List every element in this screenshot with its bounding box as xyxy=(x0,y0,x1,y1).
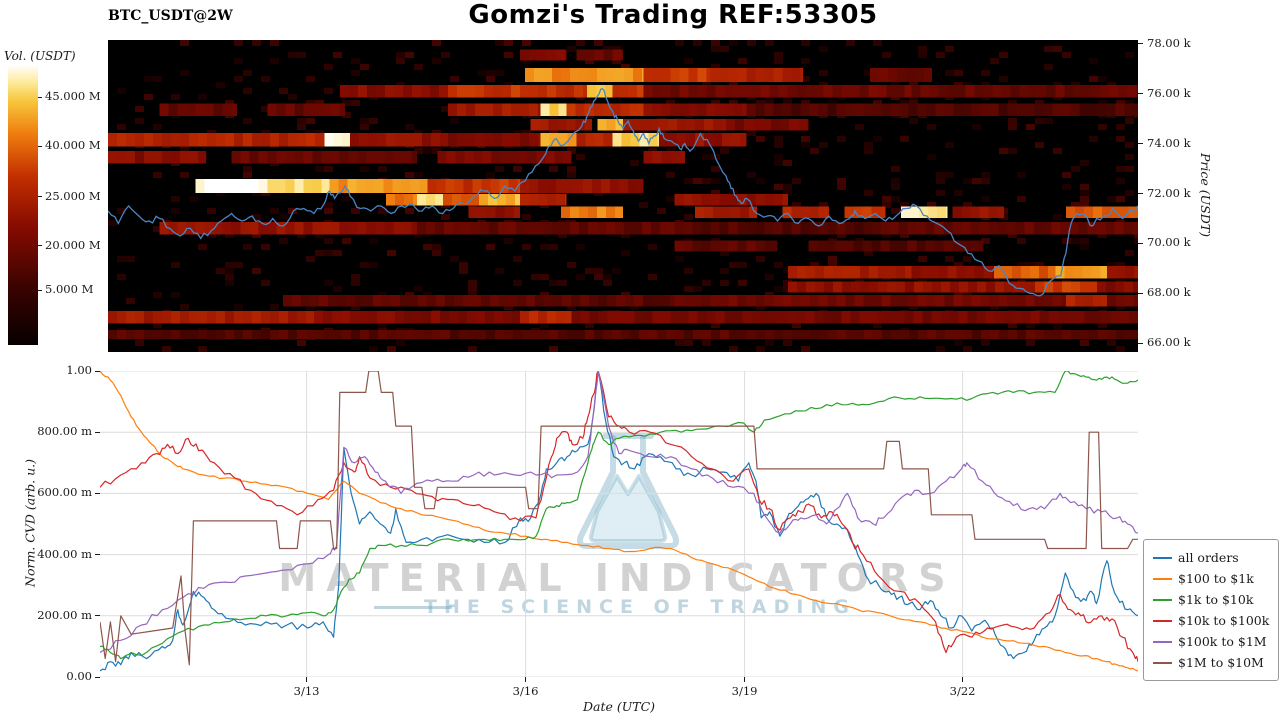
series--1m-to-10m xyxy=(100,371,1138,666)
cvd-tick-label: 200.00 m xyxy=(37,607,92,622)
series--100k-to-1m xyxy=(100,371,1138,654)
legend-swatch xyxy=(1153,556,1172,559)
price-tick-label: 66.00 k xyxy=(1147,335,1191,350)
legend: all orders $100 to $1k $1k to $10k $10k to … xyxy=(1143,539,1280,681)
tick-mark xyxy=(1138,93,1143,95)
legend-swatch xyxy=(1153,577,1172,580)
colorbar-tick-label: 45.000 M xyxy=(45,89,101,104)
tick-mark xyxy=(95,370,100,372)
flask-icon xyxy=(553,424,703,568)
price-tick-label: 70.00 k xyxy=(1147,235,1191,250)
tick-mark xyxy=(38,145,42,147)
cvd-axis-title: Norm. CVD (arb. u.) xyxy=(22,459,38,587)
tick-mark xyxy=(1138,143,1143,145)
symbol-label: BTC_USDT@2W xyxy=(108,8,233,24)
tick-mark xyxy=(1138,193,1143,194)
legend-label: all orders xyxy=(1178,550,1239,565)
date-tick-label: 3/16 xyxy=(512,684,539,698)
page-title: Gomzi's Trading REF:53305 xyxy=(468,0,878,30)
legend-swatch xyxy=(1153,640,1172,643)
series--10k-to-100k xyxy=(100,371,1138,662)
tick-mark xyxy=(1138,292,1143,294)
colorbar-tick-label: 5.000 M xyxy=(45,282,94,297)
price-tick-label: 78.00 k xyxy=(1147,35,1191,50)
colorbar xyxy=(8,65,38,345)
series-all-orders xyxy=(100,371,1138,672)
legend-label: $100 to $1k xyxy=(1178,571,1254,586)
tick-mark xyxy=(1138,342,1143,344)
price-tick-label: 68.00 k xyxy=(1147,285,1191,300)
date-tick-label: 3/22 xyxy=(949,684,976,698)
price-axis-title: Price (USDT) xyxy=(1198,153,1213,237)
date-tick-label: 3/13 xyxy=(293,684,320,698)
colorbar-title: Vol. (USDT) xyxy=(4,49,76,63)
colorbar-tick-label: 20.000 M xyxy=(45,237,101,252)
colorbar-tick-label: 25.000 M xyxy=(45,188,101,203)
tick-mark xyxy=(1138,242,1143,244)
price-tick-label: 76.00 k xyxy=(1147,85,1191,100)
watermark-title: MATERIAL INDICATORS xyxy=(278,556,956,600)
cvd-tick-label: 600.00 m xyxy=(37,485,92,500)
tick-mark xyxy=(38,289,42,291)
cvd-line-chart xyxy=(100,371,1138,677)
legend-label: $100k to $1M xyxy=(1178,634,1267,649)
tick-mark xyxy=(95,492,100,494)
date-axis-title: Date (UTC) xyxy=(582,699,656,714)
tick-mark xyxy=(525,677,527,682)
cvd-tick-label: 400.00 m xyxy=(37,546,92,561)
tick-mark xyxy=(962,677,964,682)
tick-mark xyxy=(95,615,100,617)
series--100-to-1k xyxy=(100,371,1138,672)
tick-mark xyxy=(95,676,100,678)
tick-mark xyxy=(38,245,42,247)
legend-label: $10k to $100k xyxy=(1178,613,1270,628)
legend-entry: all orders xyxy=(1153,547,1269,568)
colorbar-tick-label: 40.000 M xyxy=(45,138,101,153)
watermark-dash xyxy=(374,606,452,609)
legend-entry: $1M to $10M xyxy=(1153,652,1269,673)
legend-swatch xyxy=(1153,661,1172,664)
legend-label: $1k to $10k xyxy=(1178,592,1254,607)
tick-mark xyxy=(306,677,308,682)
price-tick-label: 74.00 k xyxy=(1147,135,1191,150)
liquidity-heatmap xyxy=(108,40,1138,352)
tick-mark xyxy=(1138,43,1143,45)
legend-label: $1M to $10M xyxy=(1178,655,1264,670)
tick-mark xyxy=(744,677,746,682)
price-tick-label: 72.00 k xyxy=(1147,185,1191,200)
cvd-tick-label: 800.00 m xyxy=(37,424,92,439)
legend-swatch xyxy=(1153,619,1172,622)
legend-entry: $10k to $100k xyxy=(1153,610,1269,631)
legend-swatch xyxy=(1153,598,1172,601)
series--1k-to-10k xyxy=(100,371,1138,660)
watermark-subtitle: THE SCIENCE OF TRADING xyxy=(424,596,856,618)
legend-entry: $100 to $1k xyxy=(1153,568,1269,589)
legend-entry: $1k to $10k xyxy=(1153,589,1269,610)
legend-entry: $100k to $1M xyxy=(1153,631,1269,652)
cvd-tick-label: 1.00 xyxy=(66,363,92,377)
tick-mark xyxy=(95,554,100,556)
cvd-tick-label: 0.00 xyxy=(66,669,92,683)
date-tick-label: 3/19 xyxy=(731,684,758,698)
tick-mark xyxy=(38,96,42,98)
tick-mark xyxy=(38,196,42,198)
tick-mark xyxy=(95,431,100,433)
